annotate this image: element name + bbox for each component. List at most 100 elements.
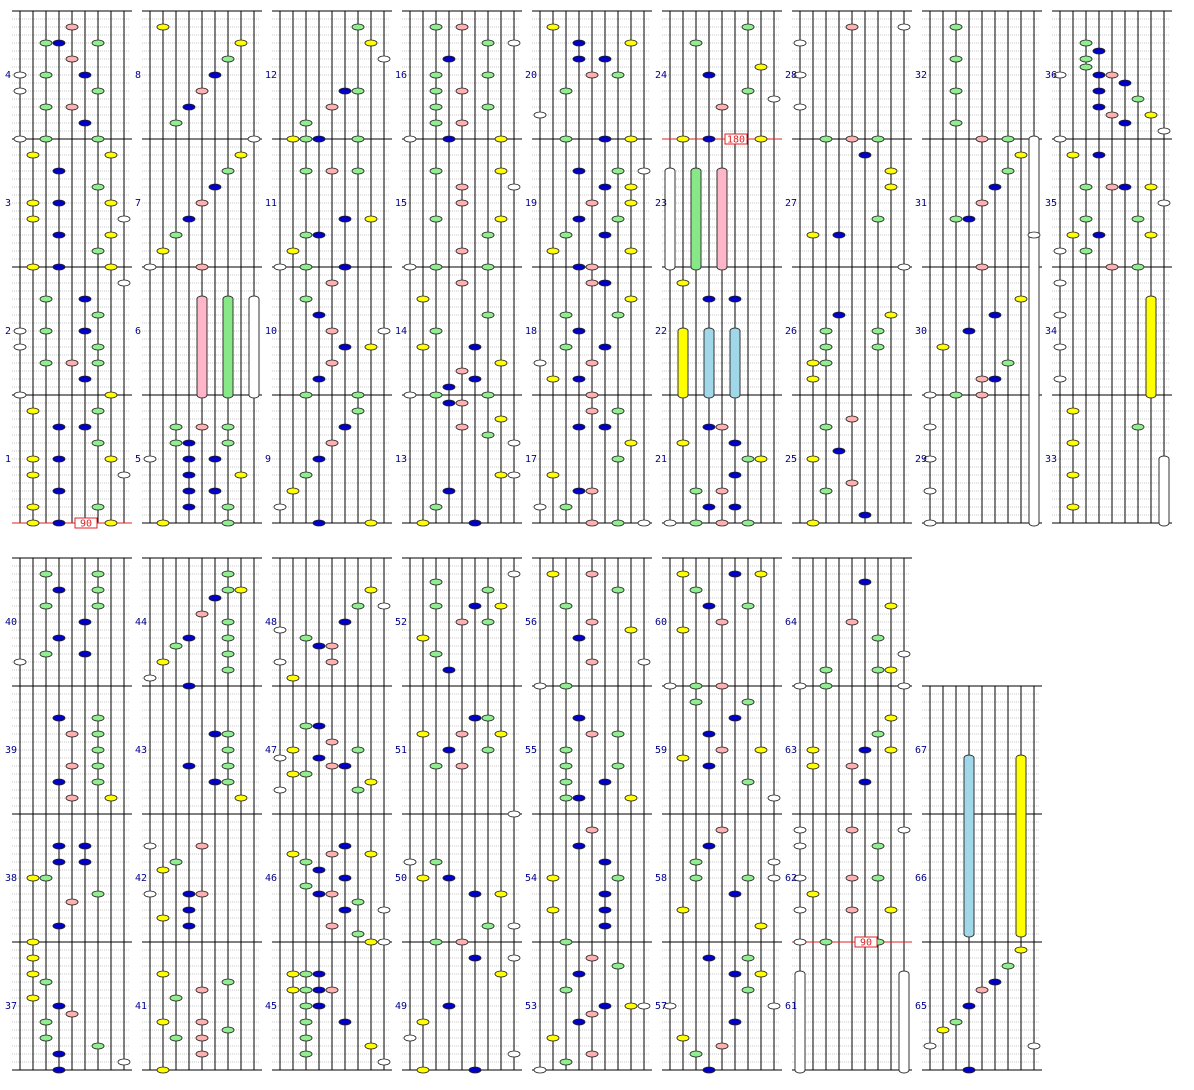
- note: [39, 327, 53, 335]
- note: [1118, 119, 1132, 127]
- note: [273, 503, 287, 511]
- note: [585, 263, 599, 271]
- note: [585, 730, 599, 738]
- note: [234, 471, 248, 479]
- note: [962, 1066, 976, 1074]
- note: [429, 391, 443, 399]
- note: [611, 762, 625, 770]
- note: [572, 327, 586, 335]
- note: [13, 327, 27, 335]
- note: [338, 762, 352, 770]
- note: [221, 730, 235, 738]
- note: [91, 890, 105, 898]
- note: [1118, 183, 1132, 191]
- note: [52, 634, 66, 642]
- note: [845, 415, 859, 423]
- note: [806, 375, 820, 383]
- note: [845, 906, 859, 914]
- note: [494, 359, 508, 367]
- note: [936, 343, 950, 351]
- note: [221, 1026, 235, 1034]
- note: [351, 135, 365, 143]
- note: [26, 471, 40, 479]
- note: [182, 439, 196, 447]
- note: [1066, 439, 1080, 447]
- note: [858, 746, 872, 754]
- note: [351, 407, 365, 415]
- note: [429, 578, 443, 586]
- measure-number: 66: [915, 873, 927, 884]
- note: [338, 906, 352, 914]
- note: [195, 199, 209, 207]
- long-note: [1028, 135, 1040, 527]
- note: [338, 1018, 352, 1026]
- note: [234, 39, 248, 47]
- note: [325, 762, 339, 770]
- measure-number: 43: [135, 745, 147, 756]
- note: [949, 215, 963, 223]
- note: [338, 87, 352, 95]
- note: [221, 586, 235, 594]
- note: [923, 519, 937, 527]
- note: [533, 503, 547, 511]
- note: [468, 1066, 482, 1074]
- note: [975, 135, 989, 143]
- measure-number: 7: [135, 198, 141, 209]
- note: [533, 111, 547, 119]
- note: [494, 730, 508, 738]
- note: [65, 730, 79, 738]
- note: [871, 842, 885, 850]
- note: [299, 167, 313, 175]
- note: [156, 23, 170, 31]
- measure-number: 31: [915, 198, 927, 209]
- note: [845, 23, 859, 31]
- note: [182, 906, 196, 914]
- note: [429, 327, 443, 335]
- note: [104, 391, 118, 399]
- note: [728, 439, 742, 447]
- note: [676, 754, 690, 762]
- note: [533, 682, 547, 690]
- note: [52, 1050, 66, 1058]
- note: [429, 858, 443, 866]
- note: [1053, 247, 1067, 255]
- note: [182, 634, 196, 642]
- note: [364, 39, 378, 47]
- note: [195, 423, 209, 431]
- note: [728, 295, 742, 303]
- note: [702, 135, 716, 143]
- note: [156, 1066, 170, 1074]
- note: [299, 1050, 313, 1058]
- note: [13, 87, 27, 95]
- measure-number: 50: [395, 873, 407, 884]
- note: [143, 455, 157, 463]
- note: [702, 295, 716, 303]
- measure-number: 21: [655, 454, 667, 465]
- note: [559, 778, 573, 786]
- measure-number: 27: [785, 198, 797, 209]
- note: [728, 890, 742, 898]
- bpm-box: [724, 133, 748, 145]
- note: [442, 666, 456, 674]
- note: [416, 1018, 430, 1026]
- note: [481, 714, 495, 722]
- note: [533, 359, 547, 367]
- note: [325, 167, 339, 175]
- note: [572, 215, 586, 223]
- note: [702, 503, 716, 511]
- note: [715, 1042, 729, 1050]
- note: [559, 87, 573, 95]
- note: [312, 970, 326, 978]
- note: [273, 786, 287, 794]
- note: [754, 570, 768, 578]
- note: [702, 954, 716, 962]
- measure-number: 47: [265, 745, 277, 756]
- note: [858, 511, 872, 519]
- note: [819, 327, 833, 335]
- note: [481, 231, 495, 239]
- measure-number: 55: [525, 745, 537, 756]
- note: [455, 247, 469, 255]
- note: [91, 135, 105, 143]
- note: [455, 938, 469, 946]
- note: [1144, 183, 1158, 191]
